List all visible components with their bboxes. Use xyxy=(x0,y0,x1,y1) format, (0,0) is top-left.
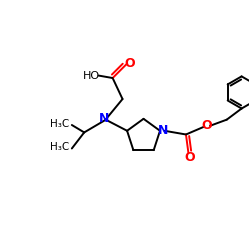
Text: O: O xyxy=(184,151,195,164)
Text: H₃C: H₃C xyxy=(50,119,69,129)
Text: O: O xyxy=(201,119,212,132)
Text: N: N xyxy=(99,112,109,124)
Text: N: N xyxy=(158,124,168,137)
Text: HO: HO xyxy=(83,70,100,81)
Text: H₃C: H₃C xyxy=(50,142,69,152)
Text: O: O xyxy=(125,57,135,70)
